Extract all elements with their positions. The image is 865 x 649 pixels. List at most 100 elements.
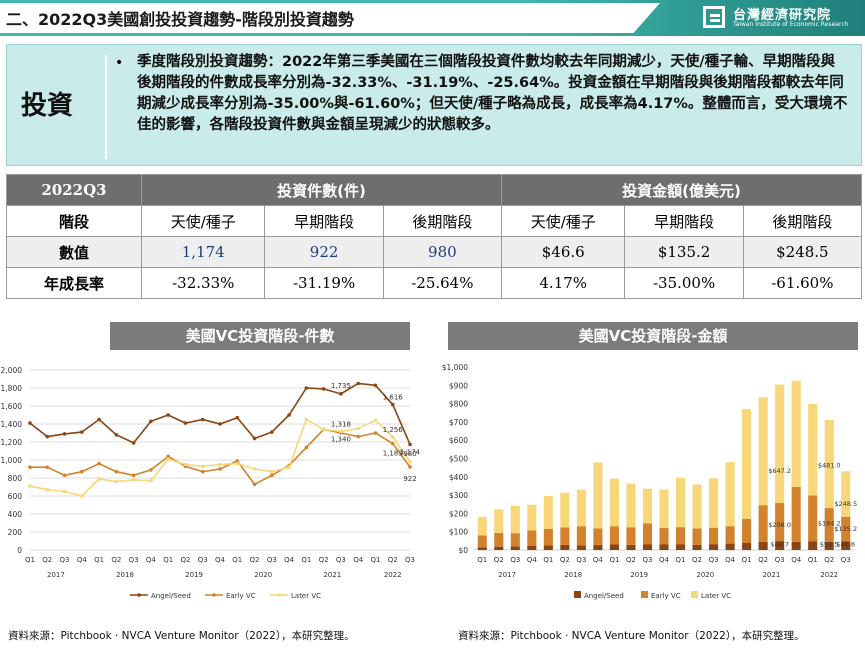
table-cell: 天使/種子 [140, 205, 266, 237]
bar-segment-angelseed [742, 542, 752, 550]
y-tick-label: $300 [449, 491, 468, 500]
bar-segment-angelseed [775, 541, 785, 550]
summary-divider [105, 55, 107, 159]
bar-segment-angelseed [609, 544, 619, 550]
data-point [321, 387, 326, 391]
year-label: 2022 [820, 571, 838, 579]
y-tick-label: 600 [8, 492, 23, 501]
bullet-icon: • [115, 55, 124, 71]
bar-segment-latervc [543, 496, 553, 529]
data-label: 1,183 [383, 450, 403, 458]
bar-segment-earlyvc [775, 503, 785, 542]
data-point [166, 454, 170, 459]
y-tick-label: $0 [458, 546, 468, 555]
legend-swatch [641, 591, 648, 598]
summary-label: 投資 [21, 91, 74, 121]
bar-segment-earlyvc [692, 528, 702, 545]
table-row: 年成長率 -32.33% -31.19% -25.64% 4.17% -35.0… [6, 267, 863, 299]
year-label: 2018 [116, 571, 134, 579]
data-point [62, 473, 67, 478]
x-tick-label: Q1 [477, 556, 487, 564]
bar-segment-angelseed [593, 544, 603, 550]
data-label: 1,318 [331, 420, 351, 428]
data-point [166, 457, 170, 461]
x-tick-label: Q4 [146, 556, 157, 564]
x-tick-label: Q3 [775, 556, 785, 564]
data-label: $248.5 [834, 500, 857, 508]
data-point [408, 460, 412, 464]
table-row-label: 數值 [6, 236, 142, 268]
bar-segment-earlyvc [709, 527, 719, 545]
data-point [235, 459, 240, 463]
table-cell: 4.17% [500, 267, 626, 299]
bar-segment-earlyvc [527, 530, 537, 546]
data-label: 980 [403, 450, 416, 458]
bar-segment-angelseed [576, 545, 586, 550]
source-note-right: 資料來源：Pitchbook · NVCA Venture Monitor（20… [458, 630, 805, 642]
data-point [304, 386, 309, 390]
y-tick-label: $200 [449, 509, 468, 518]
bar-segment-earlyvc [791, 486, 801, 542]
x-tick-label: Q4 [353, 556, 364, 564]
data-point [218, 467, 222, 471]
data-point [131, 441, 136, 445]
data-point [97, 477, 101, 481]
x-tick-label: Q3 [405, 556, 415, 564]
title-bar: 二、2022Q3美國創投投資趨勢-階段別投資趨勢 台灣經濟研究院 Taiwan … [0, 0, 865, 36]
data-point [252, 436, 257, 441]
bar-segment-latervc [775, 384, 785, 504]
bar-segment-angelseed [543, 545, 553, 550]
bar-segment-earlyvc [576, 526, 586, 546]
logo-mark-icon [703, 6, 725, 28]
x-tick-label: Q1 [232, 556, 242, 564]
line-chart-title: 美國VC投資階段-件數 [110, 322, 410, 350]
table-group-count: 投資件數(件) [141, 174, 502, 206]
legend-marker [212, 593, 216, 597]
table-header-row: 2022Q3 投資件數(件) 投資金額(億美元) [6, 174, 863, 206]
table-group-amount: 投資金額(億美元) [500, 174, 863, 206]
bar-segment-angelseed [709, 544, 719, 550]
x-tick-label: Q3 [129, 556, 139, 564]
data-point [28, 421, 32, 425]
legend-marker [277, 593, 281, 597]
bar-segment-angelseed [560, 544, 570, 550]
bar-segment-angelseed [642, 544, 653, 550]
x-tick-label: Q3 [336, 556, 346, 564]
y-tick-label: 1,400 [1, 420, 23, 429]
data-point [80, 430, 84, 434]
data-label: $184.2 [818, 519, 841, 527]
data-point [356, 381, 360, 386]
y-tick-label: 400 [8, 510, 23, 519]
data-label: $208.0 [768, 521, 791, 529]
table-cell: 1,174 [140, 236, 266, 268]
data-label: 1,174 [400, 448, 420, 456]
x-tick-label: Q1 [676, 556, 686, 564]
x-tick-label: Q4 [284, 556, 295, 564]
data-point [200, 464, 205, 469]
bar-segment-latervc [477, 517, 487, 536]
data-point [356, 426, 360, 431]
data-point [80, 469, 84, 474]
bar-segment-earlyvc [593, 528, 603, 545]
x-tick-label: Q3 [267, 556, 277, 564]
x-tick-label: Q4 [215, 556, 226, 564]
x-tick-label: Q1 [543, 556, 553, 564]
data-point [131, 478, 136, 482]
bar-segment-earlyvc [675, 527, 686, 545]
data-point [114, 469, 119, 474]
data-point [339, 429, 343, 434]
bar-segment-latervc [791, 380, 801, 487]
data-point [97, 461, 101, 466]
bar-segment-earlyvc [742, 518, 752, 543]
x-tick-label: Q4 [659, 556, 670, 564]
data-point [200, 469, 205, 474]
table-cell: -35.00% [624, 267, 744, 299]
x-tick-label: Q1 [163, 556, 173, 564]
data-point [321, 427, 326, 432]
table-cell: -25.64% [382, 267, 502, 299]
x-tick-label: Q2 [692, 556, 702, 564]
line-chart: 0 200 400 600 800 1,000 1,200 1,400 1,600 1,800 2,… [1, 366, 420, 600]
bar-segment-latervc [609, 478, 619, 527]
x-tick-label: Q3 [709, 556, 719, 564]
source-note-left: 資料來源：Pitchbook · NVCA Venture Monitor（20… [8, 630, 355, 642]
